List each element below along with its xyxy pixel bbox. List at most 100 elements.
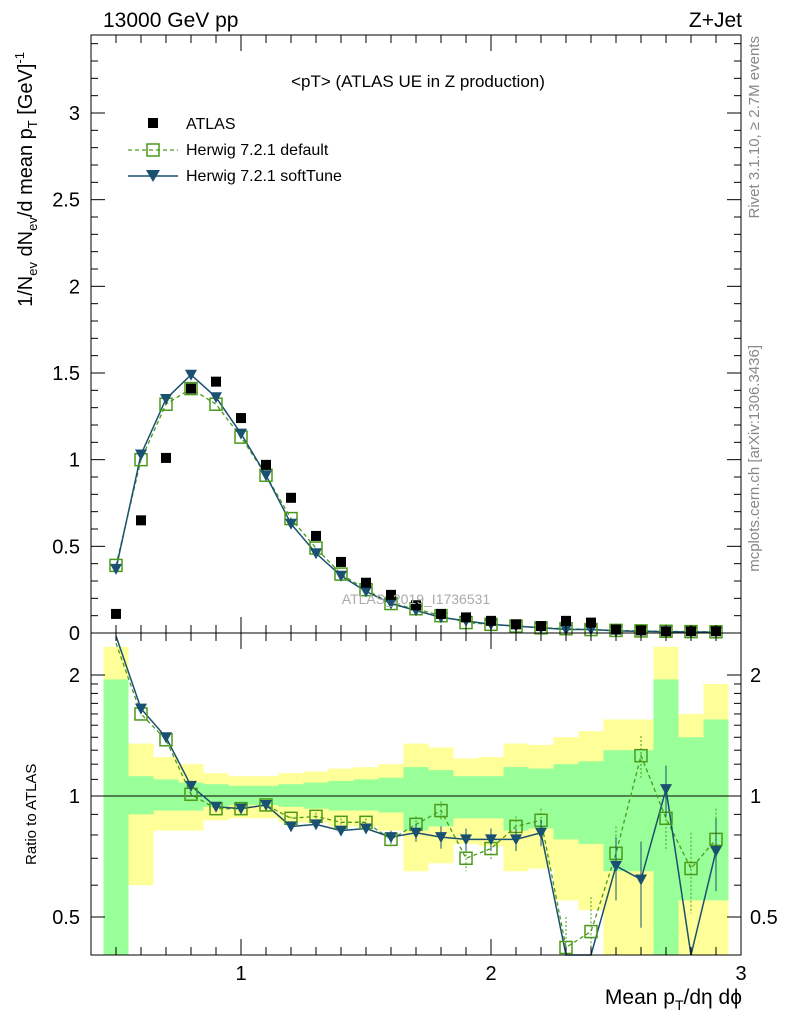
band-inner [678, 737, 704, 901]
ratio-x-tick-label: 2 [485, 963, 496, 985]
point-softtune [135, 449, 147, 461]
ratio-point-default [459, 851, 473, 866]
header-right: Z+Jet [689, 9, 742, 32]
x-axis-label: Mean pT/dη dϕ [605, 986, 742, 1013]
legend-label-atlas: ATLAS [186, 116, 236, 133]
watermark: ATLAS_2019_I1736531 [342, 591, 491, 607]
band-inner [353, 779, 379, 811]
ratio-x-tick-label: 1 [235, 963, 246, 985]
band-inner [453, 776, 479, 819]
point-atlas [411, 600, 421, 611]
band-inner [578, 761, 604, 844]
point-atlas [461, 612, 471, 623]
point-atlas [336, 556, 346, 567]
point-softtune [360, 586, 372, 598]
point-atlas [186, 383, 196, 394]
point-softtune [235, 428, 247, 440]
point-atlas [586, 617, 596, 628]
ratio-point-softtune [310, 819, 322, 831]
ratio-y-axis-label: Ratio to ATLAS [23, 764, 40, 865]
ratio-point-softtune [410, 827, 422, 839]
main-y-tick-label: 1 [69, 450, 80, 472]
band-inner [278, 784, 304, 807]
main-x-ticks [115, 35, 742, 633]
band-inner [228, 785, 254, 805]
ratio-y-tick-label: 1 [69, 786, 80, 808]
point-default [184, 381, 198, 396]
ratio-point-softtune [360, 823, 372, 835]
point-atlas [111, 608, 121, 619]
ratio-point-softtune [385, 832, 397, 844]
ratio-point-softtune [210, 801, 222, 813]
band-inner [103, 679, 129, 955]
main-y-tick-label: 0 [69, 623, 80, 645]
point-softtune [160, 394, 172, 405]
main-y-tick-label: 2.5 [52, 190, 80, 212]
mcplots-label: mcplots.cern.ch [arXiv:1306.3436] [746, 345, 763, 572]
ratio-point-softtune [535, 827, 547, 839]
point-softtune [385, 598, 397, 610]
point-softtune [310, 548, 322, 560]
band-inner [128, 776, 154, 815]
ratio-y-ticks: 0.5 0.5 1 1 2 2 [52, 665, 778, 929]
point-atlas [286, 492, 296, 503]
legend-marker-atlas [148, 118, 158, 128]
ratio-point-softtune [460, 834, 472, 846]
ratio-point-softtune [185, 780, 197, 792]
ratio-point-softtune [435, 832, 447, 844]
ratio-x-ticks: 1 2 3 [115, 633, 747, 985]
main-y-axis-label: 1/Nev dNev/d mean pT [GeV]-1 [12, 52, 40, 307]
ratio-point-softtune [635, 874, 647, 886]
legend: ATLAS Herwig 7.2.1 default Herwig 7.2.1 … [128, 116, 342, 185]
ratio-point-default [584, 924, 598, 939]
ratio-point-default [434, 803, 448, 818]
ratio-x-tick-label: 3 [735, 963, 746, 985]
point-atlas [136, 515, 146, 526]
ratio-point-softtune [260, 799, 272, 811]
legend-label-softtune: Herwig 7.2.1 softTune [186, 168, 342, 185]
point-softtune [110, 563, 122, 575]
band-inner [528, 768, 554, 829]
point-atlas [236, 413, 246, 424]
point-softtune [185, 369, 197, 381]
main-marks [109, 369, 723, 639]
ratio-point-softtune [285, 821, 297, 833]
point-atlas [561, 615, 571, 626]
main-title: <pT> (ATLAS UE in Z production) [291, 72, 545, 91]
point-softtune [210, 392, 222, 404]
header-left: 13000 GeV pp [103, 9, 238, 32]
point-atlas [161, 452, 171, 463]
main-y-tick-label: 3 [69, 103, 80, 125]
point-softtune [260, 470, 272, 482]
legend-marker-softtune [146, 170, 160, 182]
band-inner [378, 777, 404, 813]
ratio-point-softtune [610, 860, 622, 872]
point-atlas [211, 376, 221, 387]
point-softtune [285, 518, 297, 530]
band-inner [153, 779, 179, 811]
ratio-y-tick-label: 0.5 [52, 907, 80, 929]
rivet-label: Rivet 3.1.10, ≥ 2.7M events [746, 36, 763, 219]
ratio-y-tick-label: 2 [69, 665, 80, 687]
ratio-y-tick-label-right: 1 [750, 786, 761, 808]
ratio-y-tick-label-right: 0.5 [750, 907, 778, 929]
band-inner [478, 776, 504, 819]
point-atlas [311, 530, 321, 541]
point-atlas [361, 577, 371, 588]
main-panel: 0 0.5 1 1.5 2 2.5 3 ATLAS_2019_I1736531 <pT> (… [12, 34, 742, 645]
legend-label-default: Herwig 7.2.1 default [186, 142, 329, 159]
point-softtune [335, 570, 347, 582]
point-atlas [386, 589, 396, 600]
ratio-panel: 0.5 0.5 1 1 2 2 1 2 3 Ratio to ATLAS Mean pT/dη… [23, 632, 778, 1013]
ratio-point-default [634, 748, 648, 763]
main-y-tick-label: 2 [69, 276, 80, 298]
ratio-point-softtune [335, 825, 347, 837]
ratio-point-softtune [510, 834, 522, 846]
ratio-bands [103, 646, 729, 955]
ratio-point-softtune [710, 845, 722, 857]
point-atlas [436, 608, 446, 619]
ratio-point-softtune [135, 703, 147, 715]
ratio-point-default [684, 861, 698, 876]
band-inner [553, 764, 579, 840]
